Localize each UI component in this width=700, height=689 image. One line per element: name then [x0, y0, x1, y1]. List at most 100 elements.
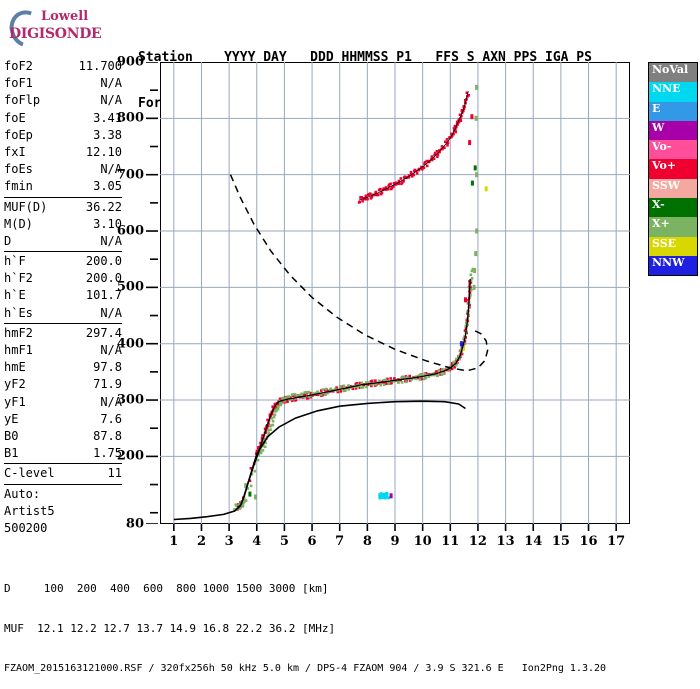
param-key: B0: [4, 428, 19, 443]
param-value: N/A: [100, 162, 122, 177]
legend-item-x-[interactable]: X-: [649, 198, 697, 218]
ionospheric-parameters-panel: foF2 11.700 foF1 N/A foFlp N/A foE 3.41 foEp 3.38…: [4, 58, 122, 537]
param-row: MUF(D) 36.22: [4, 199, 122, 216]
param-key: h`F2: [4, 271, 33, 286]
param-value: N/A: [100, 305, 122, 320]
plot-data-traces: [173, 84, 489, 521]
x-tick-label: 1: [169, 534, 179, 549]
param-value: 3.10: [93, 216, 122, 231]
x-tick-label: 17: [607, 534, 626, 549]
param-key: MUF(D): [4, 199, 48, 214]
y-axis-ticks: [146, 62, 158, 524]
legend-item-nne[interactable]: NNE: [649, 82, 697, 102]
x-tick-label: 13: [496, 534, 515, 549]
param-row: foEs N/A: [4, 161, 122, 178]
legend-item-sse[interactable]: SSE: [649, 236, 697, 256]
param-key: foEs: [4, 162, 33, 177]
param-row: fmin 3.05: [4, 178, 122, 195]
param-row: foE 3.41: [4, 110, 122, 127]
param-row: M(D) 3.10: [4, 216, 122, 233]
param-value: 3.38: [93, 127, 122, 142]
param-row: C-level 11: [4, 465, 122, 482]
y-tick-label: 800: [116, 110, 144, 126]
param-key: fxI: [4, 144, 26, 159]
param-value: 297.4: [85, 325, 122, 340]
legend-item-x-[interactable]: X+: [649, 217, 697, 237]
param-row: hmF1 N/A: [4, 342, 122, 359]
legend-item-vo-[interactable]: Vo-: [649, 140, 697, 160]
param-separator: [4, 322, 122, 324]
param-note: Auto:: [4, 486, 41, 501]
ionogram-plot[interactable]: [160, 62, 630, 524]
x-axis-labels: 1 2 3 4 5 6 7 8 9 10 11 12 13 14 15 16 17: [160, 524, 630, 549]
param-key: foF2: [4, 59, 33, 73]
footer-muf-row: MUF 12.1 12.2 12.7 13.7 14.9 16.8 22.2 3…: [4, 622, 336, 635]
param-note: Artist5: [4, 503, 55, 518]
param-row: h`F2 200.0: [4, 270, 122, 287]
x-tick-label: 3: [224, 534, 234, 549]
isolated-echo-pixels: [244, 84, 488, 500]
param-key: h`Es: [4, 305, 33, 320]
param-key: M(D): [4, 216, 33, 231]
param-key: h`F: [4, 254, 26, 269]
legend-item-ssw[interactable]: SSW: [649, 178, 697, 199]
param-value: 11.700: [78, 59, 122, 73]
param-row: h`Es N/A: [4, 305, 122, 322]
y-tick-label: 400: [116, 336, 144, 352]
param-key: B1: [4, 446, 19, 461]
param-row: h`F 200.0: [4, 253, 122, 270]
param-row: yF1 N/A: [4, 394, 122, 411]
plot-gridlines: [160, 62, 630, 524]
legend-item-vo-[interactable]: Vo+: [649, 159, 697, 179]
y-tick-label: 700: [116, 167, 144, 183]
param-row: hmF2 297.4: [4, 325, 122, 342]
param-key: foEp: [4, 127, 33, 142]
legend-item-w[interactable]: W: [649, 120, 697, 141]
polarization-legend[interactable]: NoVal NNE E W Vo- Vo+ SSW X- X+ SSE NNW: [648, 62, 698, 277]
x-tick-label: 14: [524, 534, 543, 549]
param-value: 7.6: [100, 411, 122, 426]
param-value: 3.05: [93, 179, 122, 194]
param-key: foE: [4, 110, 26, 125]
param-value: N/A: [100, 76, 122, 91]
legend-item-noval[interactable]: NoVal: [649, 63, 697, 83]
y-tick-label: 200: [116, 448, 144, 464]
param-value: 101.7: [85, 288, 122, 303]
x-tick-label: 7: [335, 534, 345, 549]
legend-item-nnw[interactable]: NNW: [649, 255, 697, 276]
param-separator: [4, 251, 122, 253]
param-key: hmF1: [4, 343, 33, 357]
param-key: fmin: [4, 179, 33, 194]
footer-file-row: FZAOM_2015163121000.RSF / 320fx256h 50 k…: [4, 663, 607, 674]
param-value: 200.0: [85, 254, 122, 269]
param-value: N/A: [100, 233, 122, 248]
footer-distance-row: D 100 200 400 600 800 1000 1500 3000 [km…: [4, 582, 329, 595]
param-row: foF2 11.700: [4, 58, 122, 75]
param-value: 200.0: [85, 271, 122, 286]
x-tick-label: 9: [390, 534, 400, 549]
x-tick-label: 6: [307, 534, 317, 549]
trace-o-trace-vo-: [236, 280, 473, 511]
param-value: 71.9: [93, 377, 122, 392]
param-key: yE: [4, 411, 19, 426]
param-row: h`E 101.7: [4, 287, 122, 304]
param-key: yF2: [4, 377, 26, 392]
param-row: B0 87.8: [4, 428, 122, 445]
param-value: 1.75: [93, 446, 122, 461]
param-separator: [4, 483, 122, 485]
param-row: B1 1.75: [4, 445, 122, 462]
y-tick-label: 600: [116, 223, 144, 239]
curve-muf-d-transmission-curve-overlay: [229, 174, 489, 372]
param-key: yF1: [4, 394, 26, 409]
param-value: N/A: [100, 93, 122, 108]
legend-item-e[interactable]: E: [649, 101, 697, 121]
param-value: 36.22: [85, 199, 122, 214]
param-separator: [4, 463, 122, 465]
param-value: 11: [107, 466, 122, 481]
param-value: 97.8: [93, 360, 122, 375]
x-tick-label: 12: [468, 534, 487, 549]
param-row: foF1 N/A: [4, 75, 122, 92]
logo-digisonde-text: DIGISONDE: [9, 26, 102, 42]
x-tick-label: 4: [252, 534, 262, 549]
x-tick-label: 11: [441, 534, 460, 549]
